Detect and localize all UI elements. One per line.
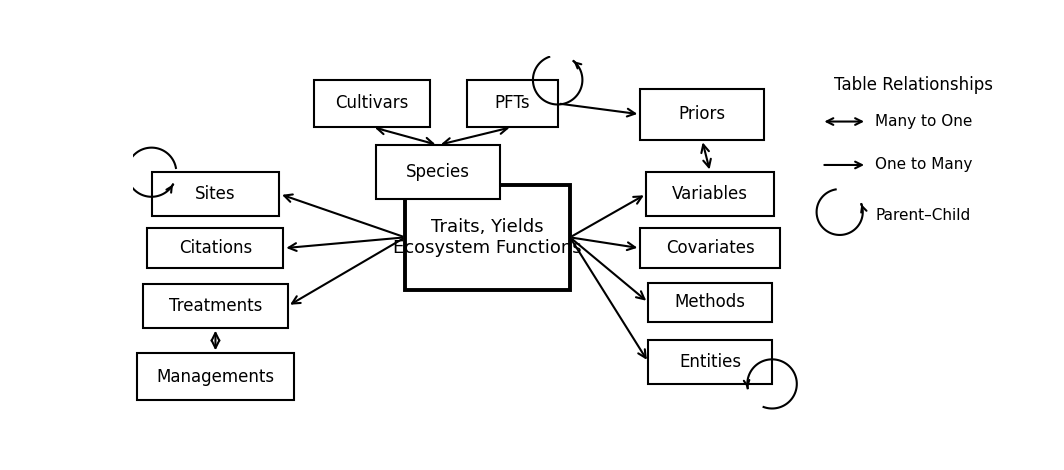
Text: Cultivars: Cultivars [335,94,409,112]
Bar [641,228,780,268]
Bar [405,185,570,290]
Bar [137,353,294,400]
Text: Priors: Priors [679,105,726,123]
Text: Sites: Sites [195,185,236,203]
Text: Treatments: Treatments [169,297,262,315]
Text: Covariates: Covariates [666,239,754,257]
Bar [641,89,764,140]
Bar [648,282,772,322]
Text: Citations: Citations [179,239,252,257]
Text: Managements: Managements [156,368,275,386]
Bar [148,228,283,268]
Text: Entities: Entities [679,353,742,371]
Text: Table Relationships: Table Relationships [834,76,993,94]
Bar [151,172,280,216]
Text: Species: Species [406,163,470,181]
Text: Variables: Variables [672,185,748,203]
Bar [648,340,772,384]
Bar [315,80,430,127]
Text: Many to One: Many to One [875,114,972,129]
Text: Traits, Yields
Ecosystem Functions: Traits, Yields Ecosystem Functions [394,218,582,257]
Text: Methods: Methods [675,293,746,312]
Bar [377,145,500,199]
Text: One to Many: One to Many [875,157,972,172]
Bar [646,172,775,216]
Text: Parent–Child: Parent–Child [875,208,970,223]
Text: PFTs: PFTs [495,94,530,112]
Bar [467,80,558,127]
Bar [144,284,287,328]
